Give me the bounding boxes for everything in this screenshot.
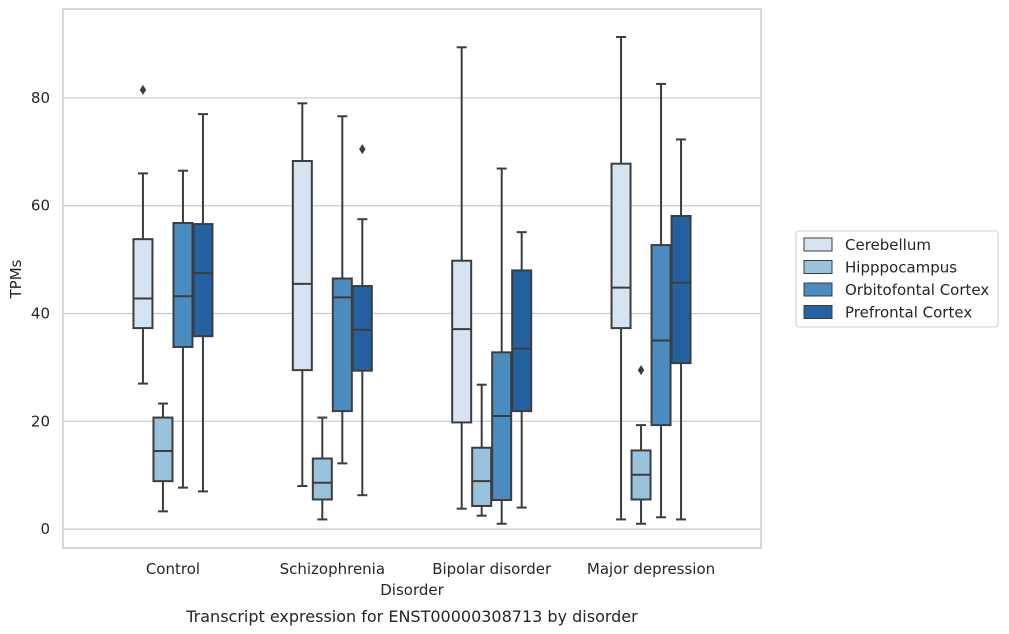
legend-swatch [803, 237, 833, 252]
y-tick-label: 40 [31, 305, 50, 323]
legend: Cerebellum Hipppocampus Orbitofontal Corte… [795, 230, 999, 328]
chart-caption: Transcript expression for ENST0000030871… [185, 607, 638, 626]
legend-swatch [803, 282, 833, 297]
iqr-box [331, 277, 353, 413]
legend-frame [795, 230, 999, 328]
outlier-point [637, 365, 645, 376]
legend-label: Orbitofontal Cortex [845, 281, 989, 299]
box-prefrontal-cortex [351, 144, 373, 497]
box-hipppocampus [311, 416, 333, 521]
iqr-box [471, 446, 493, 507]
y-axis-label: TPMs [7, 259, 25, 299]
x-tick-label: Schizophrenia [280, 560, 385, 578]
iqr-box [172, 221, 194, 348]
x-tick-label: Control [146, 560, 200, 578]
iqr-box [491, 351, 513, 502]
outlier-point [139, 84, 147, 95]
x-tick-labels: Control Schizophrenia Bipolar disorder Majo… [146, 560, 715, 578]
x-tick-label: Bipolar disorder [432, 560, 552, 578]
legend-swatch [803, 305, 833, 319]
x-axis-label: Disorder [380, 581, 444, 599]
y-tick-label: 0 [40, 520, 50, 538]
iqr-box [132, 238, 154, 330]
iqr-box [511, 269, 533, 413]
iqr-box [291, 159, 313, 372]
box-cerebellum [610, 36, 632, 521]
x-tick-label: Major depression [587, 560, 715, 578]
legend-label: Hipppocampus [845, 259, 957, 277]
box-hipppocampus [630, 365, 652, 525]
y-tick-labels: 0 20 40 60 80 [31, 89, 50, 538]
iqr-box [192, 223, 214, 338]
box-cerebellum [132, 84, 154, 385]
outlier-point [359, 144, 366, 155]
iqr-box [311, 457, 333, 501]
box-orbitofontal-cortex [650, 82, 672, 519]
legend-label: Cerebellum [845, 236, 931, 254]
iqr-box [610, 162, 632, 330]
iqr-box [650, 244, 672, 427]
y-tick-label: 80 [31, 89, 50, 107]
legend-label: Prefrontal Cortex [845, 304, 972, 322]
box-hipppocampus [152, 402, 174, 513]
legend-swatch [803, 260, 833, 274]
box-prefrontal-cortex [670, 138, 692, 521]
plot-frame [62, 8, 762, 549]
iqr-box [351, 285, 373, 372]
boxes [132, 36, 692, 525]
box-prefrontal-cortex [192, 113, 214, 493]
iqr-box [670, 214, 692, 365]
box-cerebellum [451, 46, 473, 510]
iqr-box [152, 416, 174, 483]
box-orbitofontal-cortex [491, 167, 513, 525]
y-tick-label: 60 [31, 197, 50, 215]
iqr-box [451, 259, 473, 424]
y-tick-label: 20 [31, 412, 50, 430]
box-cerebellum [291, 102, 313, 488]
box-prefrontal-cortex [511, 231, 533, 509]
